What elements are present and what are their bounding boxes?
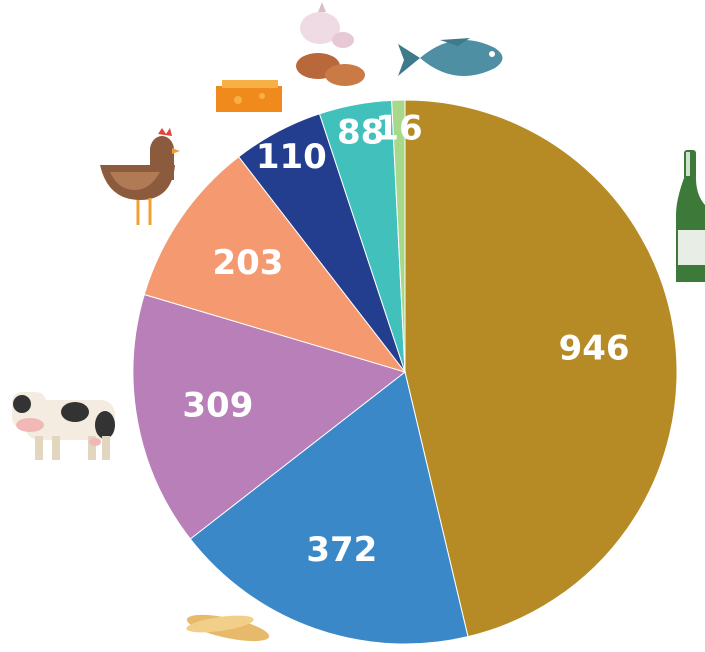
chicken-icon xyxy=(100,128,180,225)
data-label: 203 xyxy=(212,243,283,283)
bread-icon xyxy=(185,609,271,646)
garlic-icon xyxy=(300,2,354,48)
page: 9463723092031108816 xyxy=(0,0,705,652)
data-label: 309 xyxy=(182,386,253,426)
data-label: 110 xyxy=(256,137,327,177)
chart: 9463723092031108816 xyxy=(0,0,705,652)
cheese-icon xyxy=(216,80,282,112)
fish-icon xyxy=(398,38,503,76)
potato-icon xyxy=(296,53,365,86)
cow-icon xyxy=(12,392,115,460)
data-label: 16 xyxy=(375,108,422,148)
wine-icon xyxy=(676,150,705,282)
data-label: 946 xyxy=(559,328,630,368)
data-label: 372 xyxy=(306,530,377,570)
